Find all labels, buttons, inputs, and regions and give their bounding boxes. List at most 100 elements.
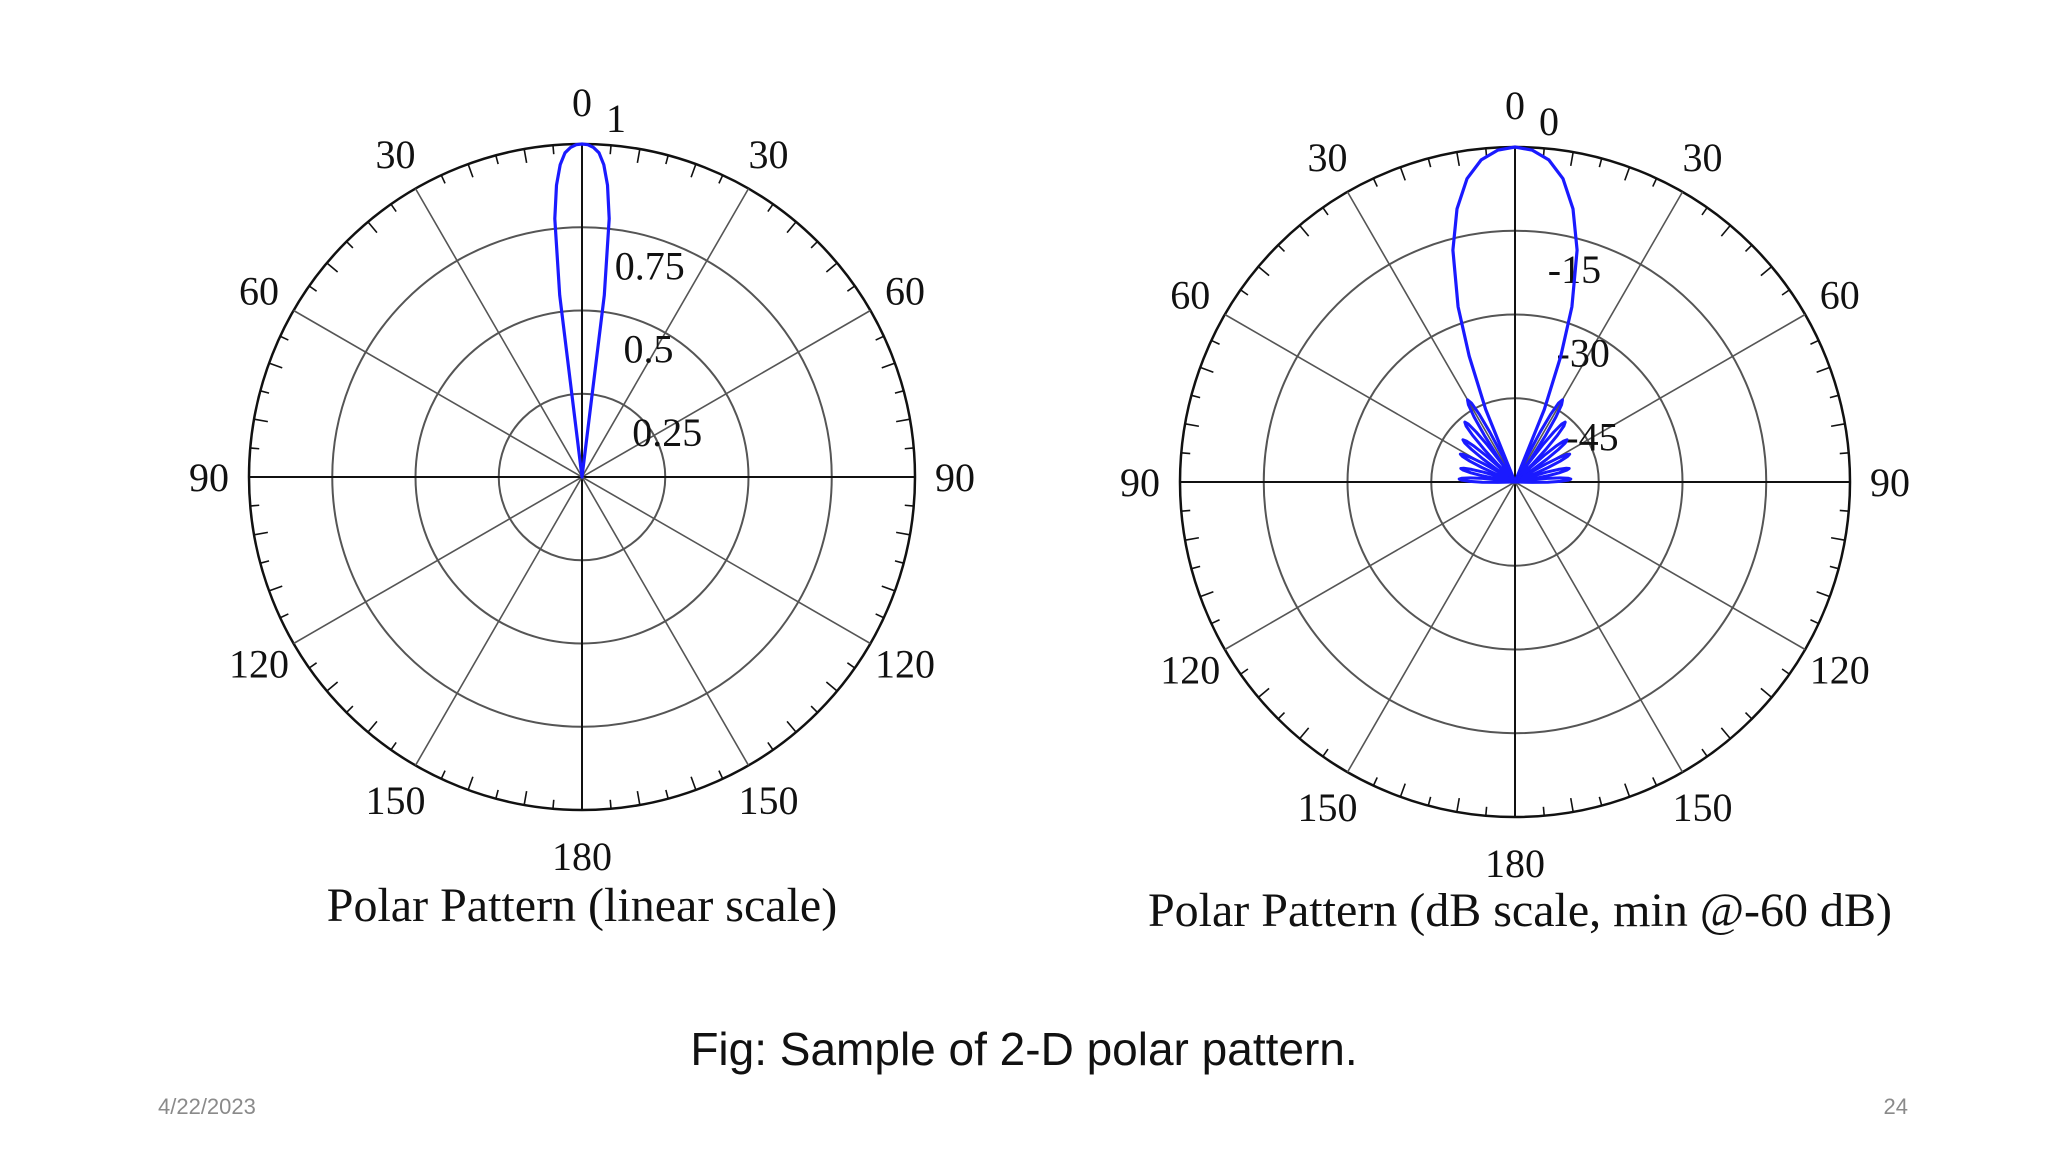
angle-tick <box>1830 423 1846 428</box>
angle-tick <box>279 335 289 341</box>
angle-tick <box>1652 178 1658 187</box>
angle-tick <box>665 789 669 799</box>
angle-tick <box>881 362 896 369</box>
angle-tick-label: 60 <box>1170 273 1210 318</box>
angle-tick <box>1624 166 1631 181</box>
angle-tick <box>279 613 289 619</box>
angle-tick-label: 180 <box>1485 841 1545 886</box>
angle-tick <box>1184 423 1200 428</box>
angle-tick <box>896 531 911 536</box>
angle-tick <box>1816 366 1831 373</box>
polar-chart-linear: 0 30 60 90 120 150 180 150 120 90 60 30 1 0.75 0.5 0.25 <box>189 80 975 879</box>
pattern-side-lobe <box>1514 476 1573 484</box>
radial-tick-label: 0.25 <box>632 410 702 455</box>
angle-tick-label: 150 <box>366 778 426 823</box>
angle-tick <box>1701 207 1708 216</box>
pattern-side-lobe <box>1461 438 1517 484</box>
angle-tick <box>1744 711 1753 720</box>
angle-tick-label: 150 <box>739 778 799 823</box>
angle-tick <box>894 560 904 564</box>
angle-tick <box>810 240 819 249</box>
angle-tick <box>1830 536 1846 541</box>
angle-tick <box>1199 591 1214 598</box>
angle-tick <box>345 705 354 714</box>
angle-tick <box>904 447 914 450</box>
pattern-side-lobe <box>1514 452 1572 484</box>
angle-tick <box>1569 151 1574 167</box>
angle-tick-label: 0 <box>572 80 592 125</box>
angle-tick-label: 150 <box>1298 785 1358 830</box>
angle-tick <box>718 174 724 184</box>
angle-tick <box>1257 266 1270 277</box>
angle-tick <box>552 799 555 809</box>
angle-tick-label: 120 <box>1810 648 1870 693</box>
angle-tick <box>875 335 885 341</box>
angle-tick <box>904 504 914 507</box>
angle-tick <box>440 174 446 184</box>
angle-tick <box>1427 158 1432 168</box>
pattern-side-lobe <box>1463 420 1517 484</box>
angle-tick <box>250 504 260 507</box>
angle-tick <box>253 418 268 423</box>
angle-tick <box>1810 339 1819 345</box>
angle-tick <box>268 585 283 592</box>
angle-tick <box>636 791 641 806</box>
radial-tick-label: 0.5 <box>624 327 674 372</box>
angle-tick <box>846 662 856 669</box>
angle-tick <box>609 799 612 809</box>
angle-tick <box>1720 727 1731 740</box>
angle-tick-label: 60 <box>885 269 925 314</box>
angle-tick-label: 90 <box>1120 460 1160 505</box>
angle-tick <box>786 720 797 733</box>
angle-tick-label: 150 <box>1673 785 1733 830</box>
angle-tick <box>1781 289 1790 296</box>
pattern-side-lobe <box>1513 420 1567 484</box>
pattern-curve <box>553 142 611 479</box>
angle-tick <box>875 613 885 619</box>
angle-tick-label: 90 <box>189 455 229 500</box>
angle-tick <box>1240 668 1249 675</box>
angle-tick <box>1427 796 1432 806</box>
angle-tick <box>1542 806 1545 816</box>
angle-tick <box>1598 158 1603 168</box>
angle-tick-label: 30 <box>1308 135 1348 180</box>
angle-tick-label: 60 <box>1820 273 1860 318</box>
angle-tick <box>467 163 474 178</box>
angle-tick <box>609 145 612 155</box>
angle-tick <box>1485 806 1488 816</box>
angle-tick <box>1744 244 1753 253</box>
angle-tick-label: 90 <box>1870 460 1910 505</box>
angle-tick-label: 120 <box>1160 648 1220 693</box>
angle-tick <box>1701 748 1708 757</box>
angle-tick <box>1211 339 1220 345</box>
angle-tick <box>253 531 268 536</box>
angle-tick-label: 30 <box>376 132 416 177</box>
pattern-side-lobe <box>1458 452 1516 484</box>
angle-tick <box>260 390 270 394</box>
angle-tick-label: 30 <box>1683 135 1723 180</box>
angle-tick <box>881 585 896 592</box>
angle-tick <box>846 285 856 292</box>
angle-tick <box>896 418 911 423</box>
angle-tick <box>390 203 397 213</box>
angle-tick <box>1569 797 1574 813</box>
angle-tick <box>767 741 774 751</box>
angle-tick <box>326 681 339 692</box>
angle-tick <box>1598 796 1603 806</box>
angle-tick <box>326 262 339 273</box>
angle-tick <box>690 163 697 178</box>
pattern-side-lobe <box>1513 398 1564 483</box>
pattern-side-lobe <box>1459 466 1516 484</box>
angle-tick <box>467 776 474 791</box>
angle-tick <box>1652 777 1658 786</box>
angle-tick <box>825 262 838 273</box>
angle-tick <box>308 285 318 292</box>
angle-tick <box>1829 565 1839 570</box>
angle-tick <box>390 741 397 751</box>
angle-tick <box>367 720 378 733</box>
angle-tick <box>1816 591 1831 598</box>
chart-title-linear: Polar Pattern (linear scale) <box>327 879 837 932</box>
angle-tick <box>1191 565 1201 570</box>
